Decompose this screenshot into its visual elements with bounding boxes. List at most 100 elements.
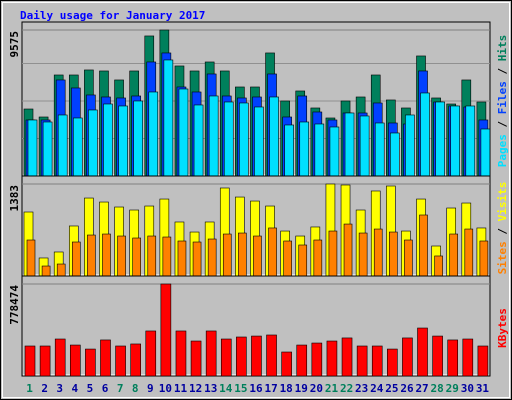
x-tick-label: 21: [325, 382, 339, 395]
bar: [356, 345, 368, 377]
x-tick-label: 18: [280, 382, 293, 395]
x-tick-label: 16: [249, 382, 263, 395]
legend-separator: /: [496, 114, 509, 134]
bar: [432, 335, 443, 377]
bar: [207, 238, 217, 277]
x-tick-label: 1: [26, 382, 33, 395]
bar: [253, 235, 262, 277]
bar: [281, 351, 292, 377]
bar: [268, 227, 277, 277]
bar: [27, 119, 38, 177]
bar: [88, 109, 98, 177]
bar: [205, 330, 217, 377]
x-tick-label: 20: [310, 382, 323, 395]
bar: [71, 241, 81, 277]
bar: [162, 236, 172, 277]
bar: [341, 337, 353, 377]
legend: Pages / Files / Hits: [496, 35, 509, 168]
y-tick-label: 1383: [8, 185, 21, 212]
bar: [193, 104, 204, 177]
x-tick-label: 8: [132, 382, 139, 395]
bar: [57, 114, 68, 177]
bar: [389, 231, 398, 277]
bar: [26, 239, 36, 277]
bar: [387, 348, 398, 377]
bar: [236, 336, 247, 377]
x-tick-label: 17: [264, 382, 277, 395]
bar: [447, 339, 459, 377]
bar: [358, 232, 368, 277]
bar: [405, 114, 415, 177]
x-tick-label: 5: [87, 382, 94, 395]
x-tick-label: 13: [204, 382, 217, 395]
bar: [417, 327, 428, 377]
bar: [359, 115, 370, 177]
bar: [434, 255, 443, 277]
bar: [464, 228, 474, 277]
bar: [39, 345, 51, 377]
x-tick-label: 28: [431, 382, 444, 395]
legend-entry: Visits: [496, 182, 509, 222]
bar: [148, 91, 159, 177]
bar: [145, 330, 157, 377]
legend: Sites / Visits: [496, 182, 509, 275]
bar: [313, 239, 323, 277]
bar: [69, 344, 81, 377]
bar: [266, 334, 277, 377]
bar: [283, 240, 292, 277]
bar: [477, 345, 489, 377]
y-tick-label: 9575: [8, 31, 21, 58]
x-tick-label: 7: [117, 382, 124, 395]
bar: [344, 112, 355, 177]
x-tick-label: 19: [295, 382, 308, 395]
bar: [178, 88, 189, 177]
bar: [72, 117, 83, 177]
bar: [132, 237, 141, 277]
bar: [118, 105, 128, 177]
x-tick-label: 9: [147, 382, 154, 395]
x-tick-label: 30: [461, 382, 474, 395]
x-tick-label: 14: [219, 382, 233, 395]
x-tick-label: 11: [174, 382, 188, 395]
bar: [220, 338, 232, 377]
x-tick-label: 25: [385, 382, 398, 395]
bar: [299, 121, 310, 177]
bar: [133, 100, 143, 177]
bar: [269, 96, 279, 177]
x-tick-label: 27: [415, 382, 428, 395]
legend-entry: Pages: [496, 134, 509, 167]
bar: [163, 59, 174, 177]
bar: [175, 330, 187, 377]
bar: [102, 233, 111, 277]
x-tick-label: 6: [102, 382, 109, 395]
bar: [208, 95, 219, 177]
bar: [284, 124, 294, 177]
bar: [479, 240, 489, 277]
bar: [130, 343, 141, 377]
legend: KBytes: [496, 308, 509, 348]
bar: [390, 132, 400, 177]
bar: [296, 344, 308, 377]
legend-entry: Hits: [496, 35, 509, 62]
bar: [449, 233, 459, 277]
bar: [238, 232, 247, 277]
bar: [160, 283, 172, 377]
x-tick-label: 31: [476, 382, 490, 395]
bar: [103, 103, 113, 177]
bar: [465, 105, 476, 177]
bar: [177, 240, 187, 277]
bar: [87, 234, 96, 277]
bar: [435, 101, 445, 177]
x-tick-label: 15: [234, 382, 247, 395]
chart-title: Daily usage for January 2017: [20, 9, 205, 22]
bar: [85, 348, 96, 377]
bar: [480, 128, 491, 177]
x-tick-label: 10: [159, 382, 172, 395]
bar: [343, 223, 353, 277]
bar: [311, 342, 323, 377]
bar: [420, 92, 430, 177]
bar: [326, 340, 338, 377]
bar: [192, 241, 202, 277]
